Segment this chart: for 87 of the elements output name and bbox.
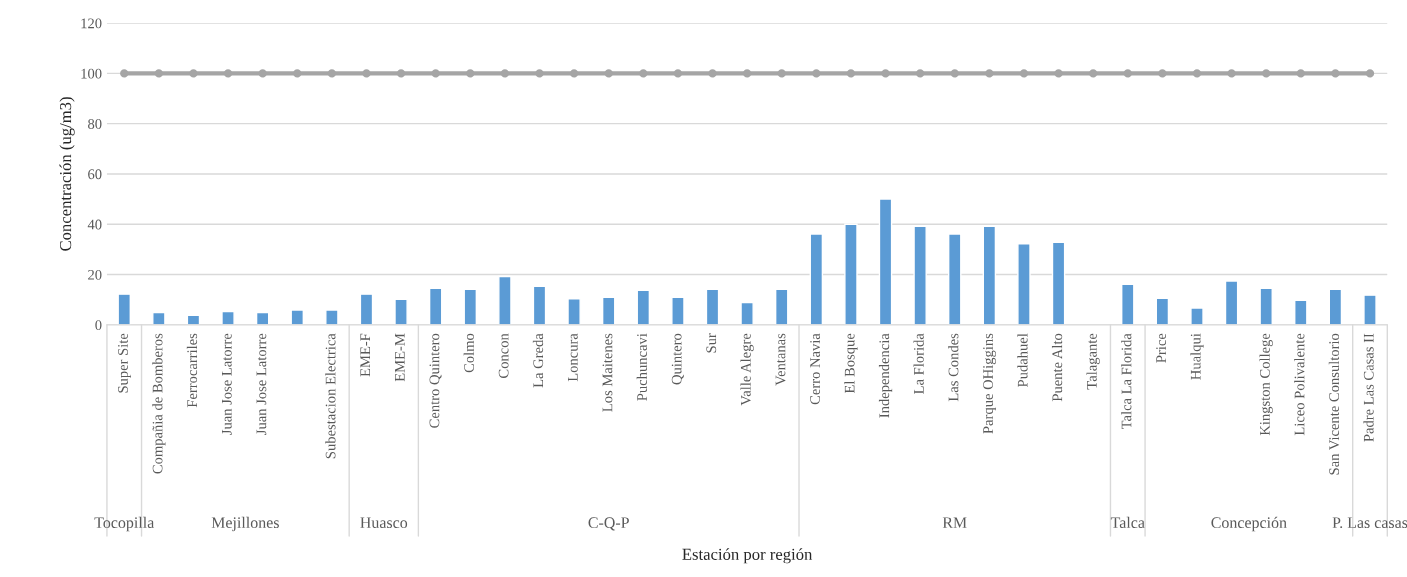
bar <box>844 223 858 325</box>
bar <box>982 225 997 325</box>
bar <box>394 298 408 325</box>
text: RM <box>942 517 967 528</box>
bar <box>428 287 443 325</box>
x-tick-label: Hualqui <box>1190 333 1204 380</box>
bar <box>636 289 651 325</box>
x-tick-label: La Florida <box>913 333 924 394</box>
x-tick-label: Centro Quintero <box>429 333 442 428</box>
x-tick-label: Puchuncavi <box>636 333 647 401</box>
bar <box>1121 283 1135 325</box>
x-tick-label: Concon <box>498 333 509 378</box>
x-tick-label: Puente Alto <box>1051 333 1063 402</box>
x-tick-label: EME-M <box>395 333 405 382</box>
bar <box>152 311 166 325</box>
x-tick-label: La Greda <box>532 333 544 388</box>
x-tick-label: El Bosque <box>844 333 858 394</box>
bar <box>1155 297 1170 325</box>
bar <box>1017 243 1031 325</box>
x-tick-label: Liceo Polivalente <box>1294 333 1305 436</box>
x-tick-label: Price <box>1156 333 1167 363</box>
bar <box>671 296 685 325</box>
bar <box>359 293 374 325</box>
x-tick-label: Parque OHiggins <box>983 333 996 434</box>
x-tick-label: Las Condes <box>948 333 959 402</box>
bar <box>1259 287 1273 325</box>
bar <box>463 288 478 325</box>
bar <box>325 309 339 325</box>
text: Talca <box>1110 516 1145 529</box>
bar <box>774 288 789 325</box>
bar <box>532 285 547 325</box>
x-tick-label: Juan Jose Latorre <box>222 333 232 435</box>
bar <box>567 298 581 325</box>
x-tick-label: Talagante <box>1086 333 1100 390</box>
bar <box>878 198 893 325</box>
x-tick-label: Talca La Florida <box>1121 333 1132 430</box>
bar <box>290 309 305 325</box>
x-tick-label: Sur <box>706 333 717 353</box>
text: Concepción <box>1211 516 1287 532</box>
x-tick-label: Independencia <box>878 333 893 418</box>
bar <box>705 288 720 325</box>
bar <box>1224 280 1239 325</box>
y-tick-label: 40 <box>87 219 102 230</box>
bar <box>913 225 927 325</box>
bar <box>1051 241 1066 325</box>
bar <box>947 233 962 325</box>
bar <box>255 311 270 325</box>
bar <box>221 310 235 325</box>
x-tick-label: San Vicente Consultorio <box>1328 333 1340 475</box>
y-tick-label: 0 <box>95 320 102 331</box>
y-tick-label: 100 <box>81 68 102 79</box>
x-tick-label: Pudahuel <box>1017 333 1028 388</box>
x-tick-label: EME-F <box>360 333 370 377</box>
bar <box>809 233 824 325</box>
x-tick-label: Super Site <box>118 333 131 393</box>
x-tick-label: Ventanas <box>775 333 786 386</box>
x-tick-label: Subestacion Electrica <box>325 333 336 459</box>
y-tick-label: 20 <box>88 269 102 280</box>
x-tick-label: Cerro Navia <box>810 333 820 405</box>
bar <box>117 293 131 325</box>
bar <box>1190 307 1204 325</box>
bar <box>498 275 512 325</box>
x-tick-label: Padre Las Casas II <box>1363 333 1374 442</box>
bar <box>601 296 616 325</box>
x-tick-label: Loncura <box>568 333 578 382</box>
y-tick-label: 120 <box>81 18 102 29</box>
y-tick-label: 80 <box>88 119 102 129</box>
y-axis-title: Concentración (ug/m3) <box>59 97 75 251</box>
y-tick-label: 60 <box>88 169 102 180</box>
x-axis-title: Estación por región <box>682 548 813 564</box>
text: P. Las casas <box>1332 517 1407 529</box>
x-tick-label: Valle Alegre <box>740 333 754 406</box>
x-tick-label: Compañia de Bomberos <box>152 333 166 474</box>
bar <box>1363 294 1377 325</box>
x-tick-label: Quintero <box>671 333 684 385</box>
bar <box>1294 299 1308 325</box>
bar <box>740 301 754 325</box>
text: Mejillones <box>211 516 279 532</box>
text: Huasco <box>360 517 408 529</box>
text: Tocopilla <box>94 516 155 532</box>
x-tick-label: Juan Jose Latorre <box>256 333 267 435</box>
x-tick-label: Kingston College <box>1259 333 1273 436</box>
x-tick-label: Los Maitenes <box>602 333 613 412</box>
x-tick-label: Colmo <box>463 333 474 373</box>
text: C-Q-P <box>588 517 629 531</box>
bar <box>1328 288 1343 325</box>
x-tick-label: Ferrocarriles <box>186 333 198 408</box>
